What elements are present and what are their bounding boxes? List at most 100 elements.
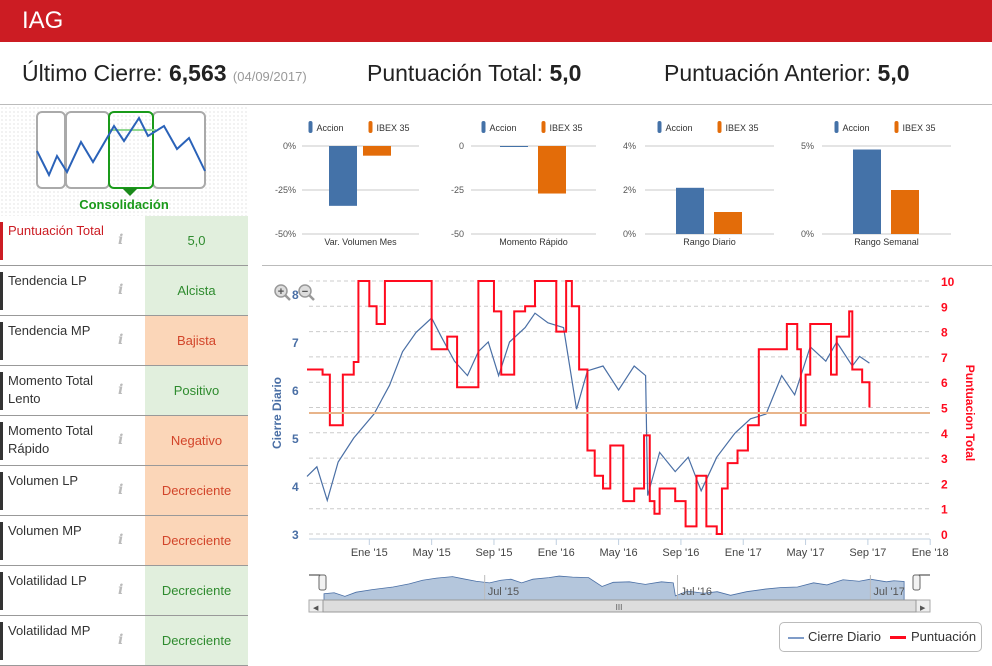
category-label: Momento Rápido [499, 237, 568, 247]
legend-accion: Accion [843, 123, 870, 133]
zoom-in-icon[interactable]: + [274, 284, 291, 301]
y-tick-label: -25% [275, 185, 296, 195]
comparison-bar-charts: 0% -25% -50% Accion IBEX 35 Var. Volumen Mes 0… [275, 121, 951, 247]
x-tick-label: May '16 [600, 547, 638, 559]
y2-tick-label: 8 [941, 326, 948, 340]
indicator-value: Alcista [145, 266, 248, 315]
indicator-value: Decreciente [145, 566, 248, 615]
bar-ibex [714, 212, 742, 234]
scrollbar-thumb[interactable] [322, 599, 917, 613]
info-icon[interactable]: i [118, 332, 124, 348]
last-close-value: 6,563 [168, 60, 227, 86]
y-tick-label: -50 [451, 229, 464, 239]
indicator-value: Decreciente [145, 466, 248, 515]
legend-ibex: IBEX 35 [903, 123, 936, 133]
info-icon[interactable]: i [118, 432, 124, 448]
zoom-out-icon[interactable]: − [298, 284, 315, 301]
pattern-panel: Consolidación [0, 106, 248, 216]
y2-tick-label: 2 [941, 477, 948, 491]
y2-tick-label: 0 [941, 528, 948, 542]
indicator-row: Tendencia LP i Alcista [0, 266, 248, 316]
pattern-label: Consolidación [79, 197, 169, 212]
info-icon[interactable]: i [118, 632, 124, 648]
info-icon[interactable]: i [118, 232, 124, 248]
info-icon[interactable]: i [118, 282, 124, 298]
navigator-label: Jul '15 [488, 586, 519, 598]
page-title: IAG [22, 7, 64, 34]
divider [262, 265, 992, 266]
y2-tick-label: 9 [941, 300, 948, 314]
y-tick-label: 4 [292, 480, 299, 494]
legend-accion: Accion [490, 123, 517, 133]
previous-score: Puntuación Anterior: 5,0 [664, 60, 910, 86]
magnifier-sign: + [278, 286, 284, 298]
previous-score-value: 5,0 [877, 60, 910, 86]
legend-swatch [834, 121, 839, 133]
magnifier-lens [298, 284, 312, 298]
y-tick-label: 0% [283, 141, 296, 151]
indicator-row: Volatilidad LP i Decreciente [0, 566, 248, 616]
x-tick-label: May '15 [413, 547, 451, 559]
info-icon[interactable]: i [118, 482, 124, 498]
indicator-value: Decreciente [145, 516, 248, 565]
legend-accion: Accion [317, 123, 344, 133]
total-score-value: 5,0 [549, 60, 582, 86]
indicator-row: Momento Total Rápido i Negativo [0, 416, 248, 466]
price-series-line [306, 312, 870, 503]
y2-tick-label: 1 [941, 503, 948, 517]
indicator-row: Momento Total Lento i Positivo [0, 366, 248, 416]
legend-item-score[interactable]: Puntuación [911, 629, 977, 644]
legend-swatch [717, 121, 722, 133]
y2-tick-label: 6 [941, 376, 948, 390]
legend-swatch [308, 121, 313, 133]
x-tick-label: Ene '16 [538, 547, 575, 559]
indicator-label: Momento Total Lento [0, 372, 115, 410]
bar-accion [500, 146, 528, 147]
chart-legend: Cierre Diario Puntuación [779, 622, 982, 652]
info-icon[interactable]: i [118, 582, 124, 598]
y-tick-label: 3 [292, 528, 299, 542]
legend-item-price[interactable]: Cierre Diario [808, 629, 881, 644]
legend-accion: Accion [666, 123, 693, 133]
y-tick-label: 5% [801, 141, 814, 151]
y2-tick-label: 3 [941, 452, 948, 466]
magnifier-handle [308, 294, 315, 301]
y-tick-label: 0% [801, 229, 814, 239]
navigator-handle[interactable] [318, 574, 327, 591]
app-header: IAG [0, 0, 992, 42]
info-icon[interactable]: i [118, 532, 124, 548]
x-tick-label: Sep '15 [475, 547, 512, 559]
indicator-value: Negativo [145, 416, 248, 465]
x-tick-label: Ene '18 [912, 547, 949, 559]
consolidation-pattern-icon [36, 111, 206, 196]
indicator-value: Decreciente [145, 616, 248, 665]
score-series-line [307, 280, 871, 535]
legend-swatch [541, 121, 546, 133]
bar-ibex [363, 146, 391, 156]
x-tick-label: Sep '16 [662, 547, 699, 559]
y-tick-label: 7 [292, 336, 299, 350]
x-tick-label: Ene '15 [351, 547, 388, 559]
y-tick-label: 4% [623, 141, 636, 151]
legend-ibex: IBEX 35 [550, 123, 583, 133]
score-row-value: 5,0 [145, 216, 248, 265]
legend-swatch [481, 121, 486, 133]
scroll-left-arrow-icon: ◀ [313, 605, 319, 612]
y-tick-label: 0% [623, 229, 636, 239]
indicator-value: Bajista [145, 316, 248, 365]
legend-ibex: IBEX 35 [377, 123, 410, 133]
bar-accion [676, 187, 704, 234]
last-close-date: (04/09/2017) [232, 69, 307, 84]
indicator-row: Volatilidad MP i Decreciente [0, 616, 248, 666]
x-tick-label: Sep '17 [849, 547, 886, 559]
navigator-handle[interactable] [912, 574, 921, 591]
bar-accion [853, 149, 881, 234]
indicator-label: Tendencia MP [0, 322, 115, 360]
info-icon[interactable]: i [118, 382, 124, 398]
y-tick-label: 6 [292, 384, 299, 398]
y2-tick-label: 4 [941, 427, 948, 441]
y-axis-title: Cierre Diario [270, 377, 284, 449]
total-score: Puntuación Total: 5,0 [367, 60, 582, 86]
y-tick-label: -25 [451, 185, 464, 195]
legend-swatch [368, 121, 373, 133]
